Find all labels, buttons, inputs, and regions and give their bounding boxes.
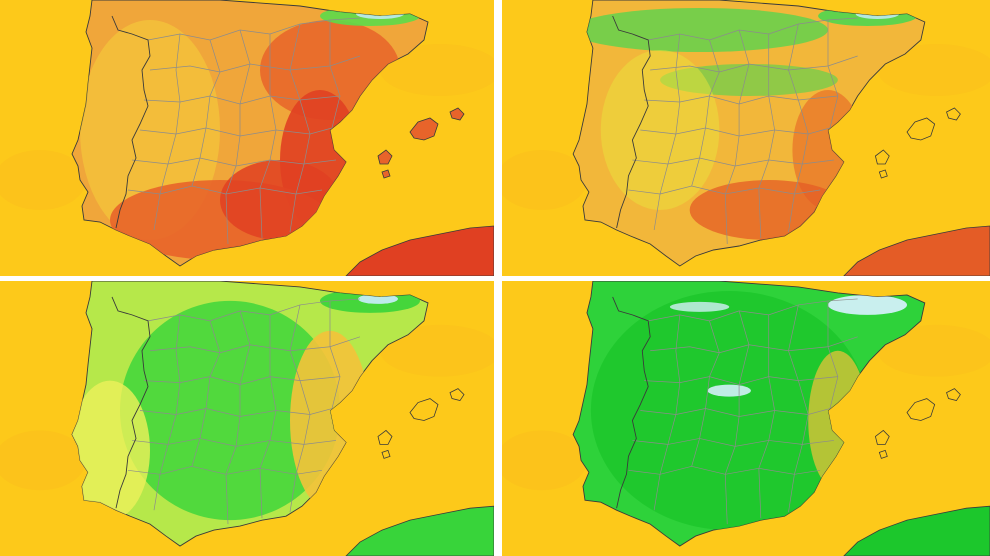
portugal-border bbox=[111, 296, 151, 509]
sea-patch bbox=[877, 324, 990, 377]
province-border bbox=[724, 310, 750, 525]
balearic-island bbox=[878, 449, 888, 459]
map-top-right bbox=[502, 0, 990, 276]
balearic-island bbox=[409, 117, 439, 141]
north-africa bbox=[345, 225, 494, 276]
province-border bbox=[191, 39, 221, 187]
province-border bbox=[225, 310, 251, 525]
balearic-island bbox=[878, 169, 888, 179]
central-snow bbox=[707, 384, 751, 397]
map-top-left bbox=[0, 0, 494, 276]
province-border bbox=[691, 320, 720, 467]
north-green-field bbox=[573, 8, 828, 52]
province-border bbox=[225, 29, 251, 245]
province-border bbox=[758, 34, 775, 239]
province-border bbox=[827, 20, 839, 129]
balearic-island bbox=[906, 398, 936, 421]
map-panel-bottom-right bbox=[502, 281, 990, 556]
sea-patch bbox=[502, 430, 587, 491]
portugal-border bbox=[111, 15, 151, 229]
province-border bbox=[147, 298, 361, 322]
province-border bbox=[259, 314, 277, 519]
portugal-border bbox=[612, 15, 651, 229]
province-border bbox=[653, 33, 681, 231]
sea-patch bbox=[0, 430, 86, 491]
north-africa bbox=[843, 505, 990, 556]
map-panel-bottom-left bbox=[0, 281, 494, 556]
sea-patch bbox=[0, 150, 86, 210]
land-fields bbox=[72, 288, 420, 521]
map-bottom-left bbox=[0, 281, 494, 556]
province-border bbox=[153, 33, 181, 231]
balearic-island bbox=[449, 107, 465, 121]
sea-patch bbox=[380, 44, 494, 96]
balearic-island bbox=[946, 388, 961, 402]
balearic-island bbox=[874, 429, 890, 445]
west-coast-field bbox=[72, 380, 150, 521]
sea-patch bbox=[502, 150, 587, 210]
province-border bbox=[648, 298, 858, 322]
balearic-island bbox=[946, 107, 961, 121]
province-border bbox=[153, 314, 181, 511]
sea-patch bbox=[877, 44, 990, 96]
west-field bbox=[600, 50, 720, 210]
pyrenees-snow bbox=[827, 294, 908, 315]
province-border bbox=[653, 314, 681, 511]
central-green-field bbox=[120, 300, 340, 521]
province-border bbox=[691, 39, 720, 187]
province-border bbox=[289, 23, 311, 233]
central-green-field bbox=[590, 290, 868, 531]
province-border bbox=[147, 17, 361, 41]
balearic-island bbox=[906, 117, 936, 141]
sea-patch bbox=[380, 324, 494, 377]
province-border bbox=[191, 320, 221, 467]
province-border bbox=[788, 23, 809, 233]
province-border bbox=[329, 20, 341, 129]
north-africa bbox=[345, 505, 494, 556]
province-border bbox=[648, 17, 858, 41]
map-panel-top-left bbox=[0, 0, 494, 276]
map-bottom-right bbox=[502, 281, 990, 556]
balearic-island bbox=[377, 149, 393, 165]
balearic-island bbox=[381, 449, 391, 459]
balearic-island bbox=[409, 398, 439, 421]
province-border bbox=[758, 314, 775, 519]
province-border bbox=[329, 300, 341, 409]
pyrenees-snow bbox=[358, 293, 398, 304]
province-border bbox=[259, 34, 277, 239]
balearic-island bbox=[377, 429, 393, 445]
map-panel-top-right bbox=[502, 0, 990, 276]
balearic-island bbox=[874, 149, 890, 165]
north-snow bbox=[669, 301, 730, 312]
portugal-border bbox=[612, 296, 651, 509]
province-border bbox=[827, 300, 839, 409]
north-africa bbox=[843, 225, 990, 276]
balearic-island bbox=[381, 169, 391, 179]
province-border bbox=[788, 304, 809, 513]
province-border bbox=[724, 29, 750, 245]
balearic-island bbox=[449, 388, 465, 402]
province-border bbox=[289, 304, 311, 513]
